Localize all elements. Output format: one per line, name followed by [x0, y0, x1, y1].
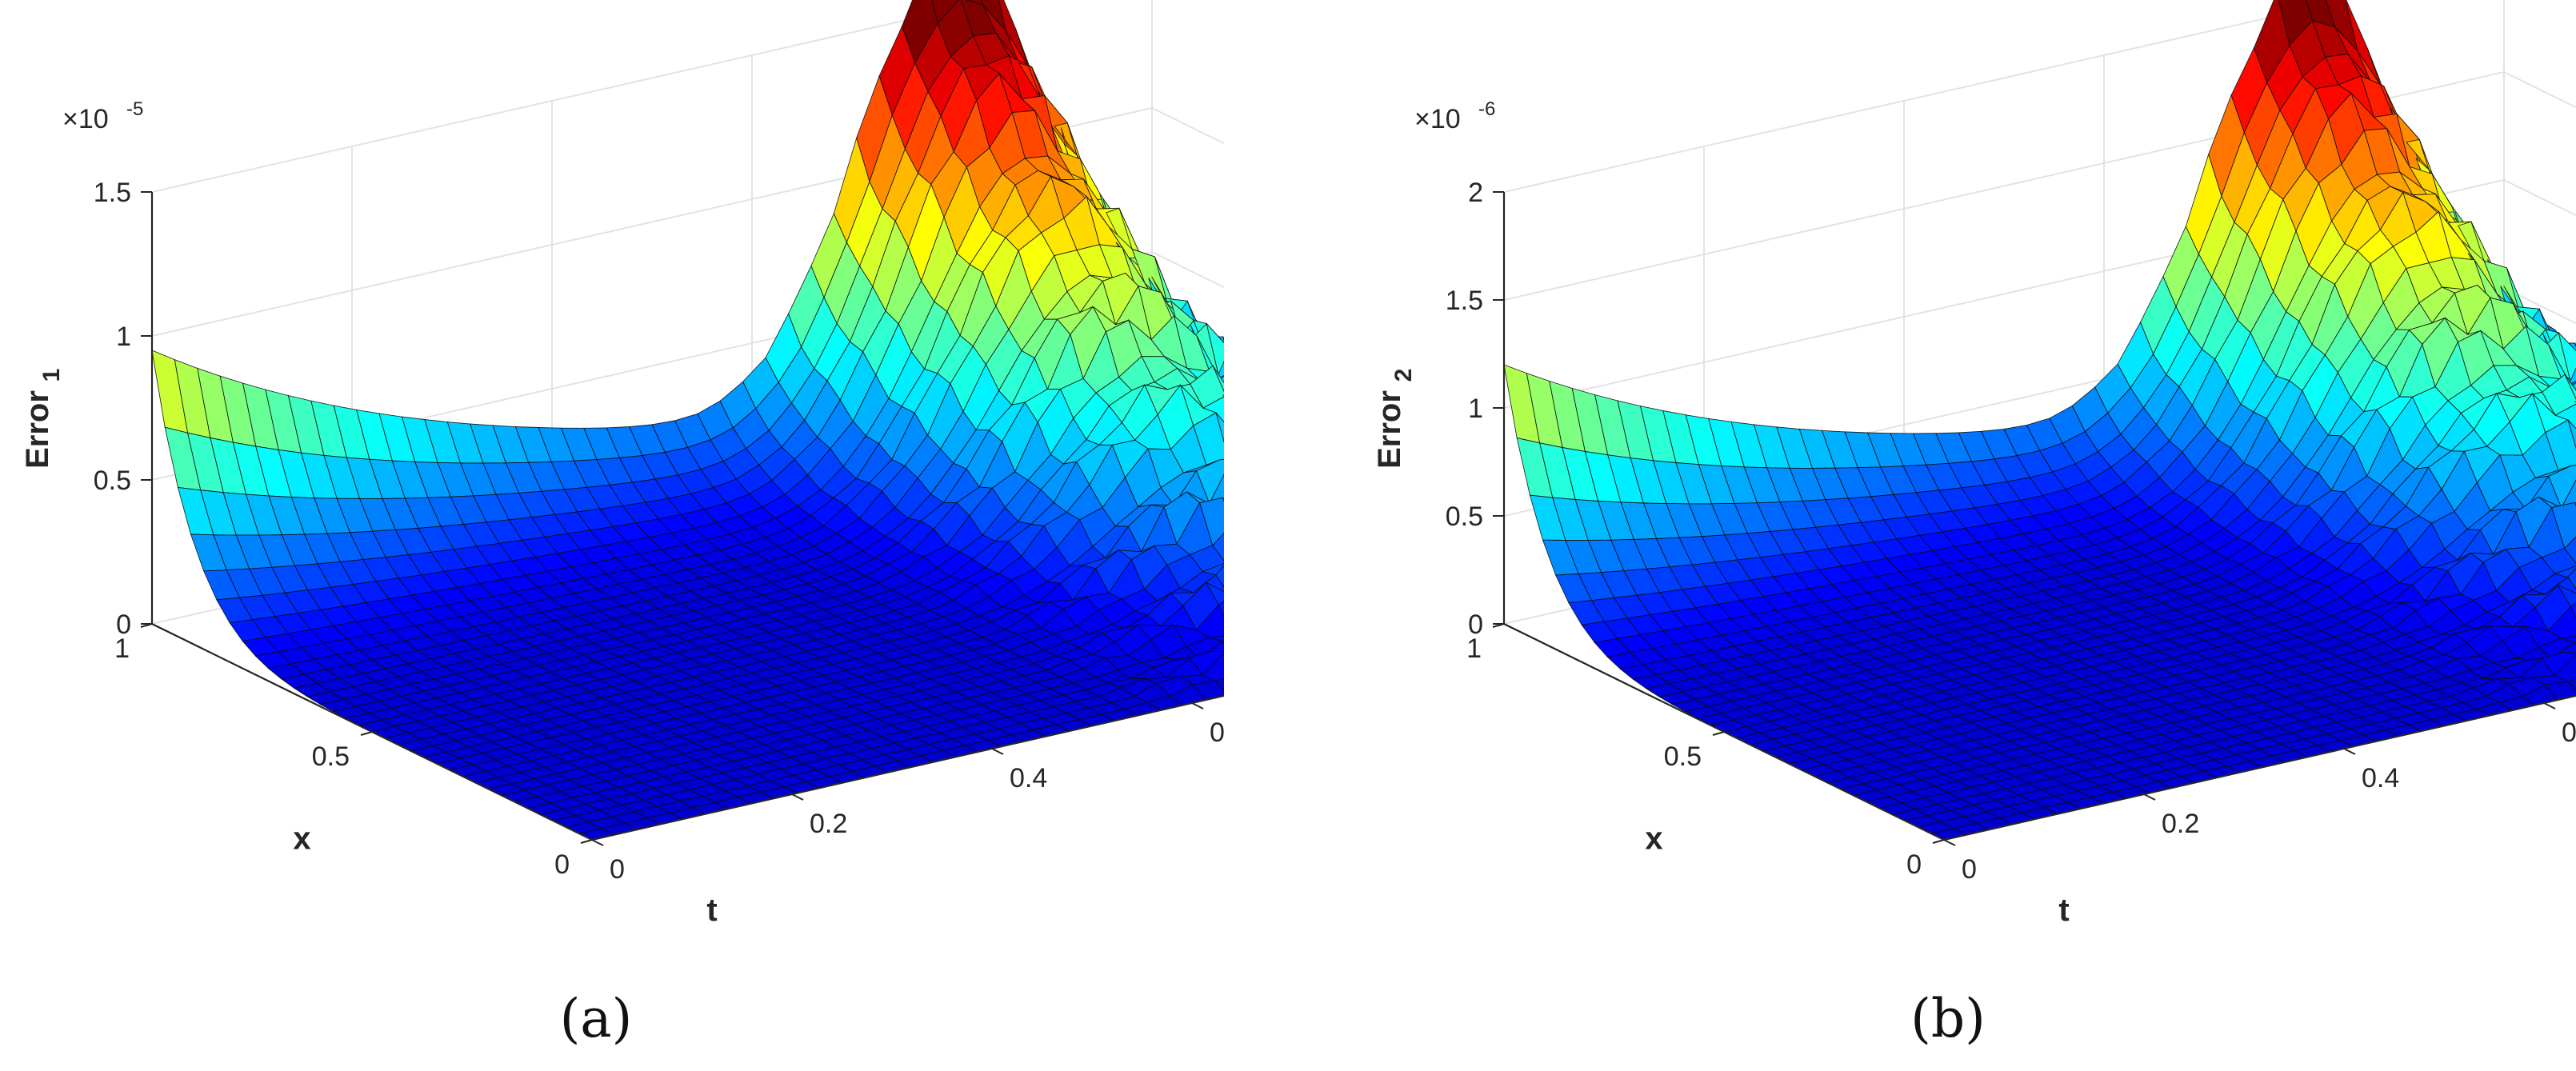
t-tick-mark	[1191, 702, 1204, 709]
z-tick-label: 1.5	[94, 178, 131, 208]
z-multiplier: ×10	[1414, 104, 1461, 134]
surface-face	[1222, 337, 1224, 342]
t-tick-mark	[991, 748, 1004, 755]
surface-face	[1215, 412, 1224, 443]
t-tick-mark	[2343, 748, 2356, 755]
surface-mesh	[1503, 0, 2576, 841]
z-tick-label: 0.5	[94, 466, 131, 496]
x-tick-label: 0.5	[1664, 741, 1702, 772]
t-tick-label: 0.4	[2362, 763, 2399, 793]
t-tick-label: 0.6	[2562, 717, 2576, 748]
t-tick-label: 0.4	[1010, 763, 1047, 793]
z-axis-label: Error 2	[1372, 369, 1417, 469]
t-axis-line	[591, 694, 1224, 841]
z-axis-label-text: Error	[20, 390, 55, 469]
t-tick-mark	[2543, 702, 2556, 709]
surface-face	[2567, 367, 2576, 386]
x-tick-label: 1	[114, 633, 130, 664]
z-axis-label-text: Error	[1372, 390, 1407, 469]
z-axis-label-subscript: 2	[1390, 369, 1417, 382]
t-tick-label: 0	[610, 854, 625, 885]
surface-face	[1222, 394, 1224, 396]
z-tick-label: 1	[116, 322, 131, 352]
x-tick-label: 0.5	[312, 741, 350, 772]
z-tick-label: 0	[116, 609, 131, 640]
surface-face	[2574, 342, 2576, 348]
caption-b: (b)	[1910, 988, 1986, 1049]
surface-plot-b: 00.20.40.60.8100.5100.511.52×10-6xtError…	[1372, 0, 2576, 928]
t-axis-label: t	[2058, 893, 2069, 928]
surface-face	[1215, 360, 1224, 381]
z-axis-label: Error 1	[20, 369, 65, 469]
x-tick-label: 0	[1906, 849, 1922, 880]
z-tick-label: 0.5	[1446, 502, 1483, 532]
z-multiplier: ×10	[62, 104, 109, 134]
x-axis-label: x	[1645, 821, 1662, 857]
t-tick-mark	[2143, 793, 2156, 801]
surface-face	[2567, 419, 2576, 450]
t-tick-mark	[1943, 839, 1956, 846]
x-tick-label: 0	[554, 849, 570, 880]
surface-face	[2558, 331, 2576, 387]
z-tick-label: 2	[1468, 178, 1483, 208]
x-axis-label: x	[293, 821, 310, 857]
t-tick-label: 0.6	[1210, 717, 1224, 748]
t-tick-label: 0.2	[810, 809, 847, 839]
surface-mesh	[151, 0, 1224, 841]
x-tick-mark	[360, 731, 373, 736]
z-tick-label: 0	[1468, 609, 1483, 640]
surface-face	[2574, 401, 2576, 403]
x-tick-mark	[580, 839, 593, 844]
z-multiplier-exponent: -5	[126, 98, 143, 120]
x-tick-mark	[1932, 839, 1945, 844]
x-tick-label: 1	[1466, 633, 1482, 664]
t-tick-label: 0	[1962, 854, 1977, 885]
t-axis-label: t	[706, 893, 717, 928]
surface-face	[1206, 322, 1224, 380]
t-tick-label: 0.2	[2162, 809, 2199, 839]
t-axis-line	[1943, 694, 2576, 841]
caption-a: (a)	[559, 988, 633, 1049]
z-tick-label: 1	[1468, 394, 1483, 424]
x-tick-mark	[1712, 731, 1725, 736]
z-tick-label: 1.5	[1446, 286, 1483, 316]
t-tick-mark	[791, 793, 804, 801]
z-axis-label-subscript: 1	[38, 369, 65, 382]
t-tick-mark	[591, 839, 604, 846]
z-multiplier-exponent: -6	[1478, 98, 1495, 120]
